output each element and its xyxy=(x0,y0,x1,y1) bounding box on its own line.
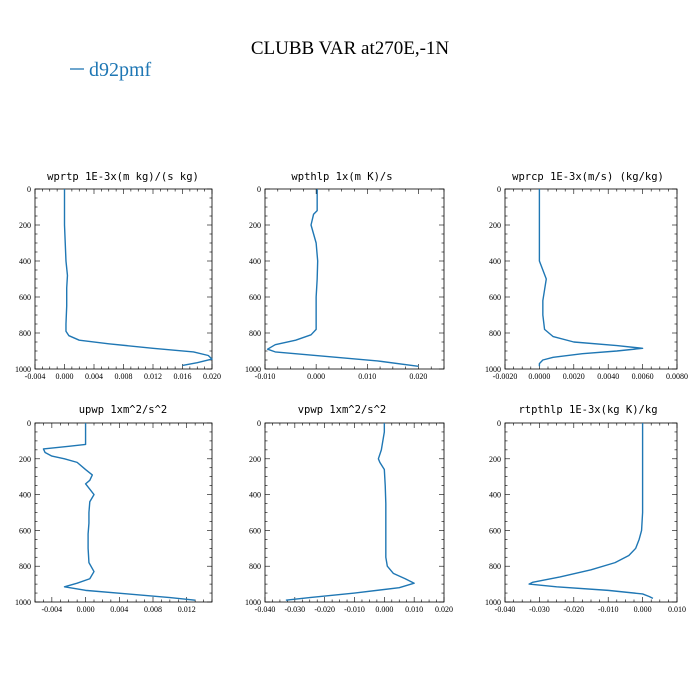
plot-frame xyxy=(34,422,213,603)
panel-title: wprtp 1E-3x(m kg)/(s kg) xyxy=(47,171,199,183)
y-tick-label: 1000 xyxy=(15,598,31,607)
x-tick-label: 0.0040 xyxy=(597,372,619,381)
y-tick-label: 200 xyxy=(249,221,261,230)
x-tick-label: 0.020 xyxy=(435,605,453,614)
series-line xyxy=(285,423,415,601)
panel-wprcp: wprcp 1E-3x(m/s) (kg/kg) 0 200 400 600 800 10… xyxy=(485,171,688,381)
y-tick-label: 600 xyxy=(249,526,261,535)
figure-title: CLUBB VAR at270E,-1N xyxy=(251,38,450,59)
plot-frame xyxy=(504,188,678,370)
plot-frame xyxy=(504,422,678,603)
y-tick-label: 800 xyxy=(19,329,31,338)
y-tick-label: 0 xyxy=(497,419,501,428)
y-tick-label: 200 xyxy=(249,455,261,464)
y-tick-label: 800 xyxy=(489,562,501,571)
series-line xyxy=(266,189,419,367)
x-tick-label: -0.030 xyxy=(529,605,550,614)
x-tick-label: 0.0080 xyxy=(666,372,688,381)
x-tick-label: 0.0000 xyxy=(528,372,550,381)
y-tick-label: 600 xyxy=(19,526,31,535)
y-tick-label: 600 xyxy=(249,293,261,302)
x-tick-label: -0.020 xyxy=(563,605,584,614)
panel-vpwp: vpwp 1xm^2/s^2 0 200 400 600 800 1000-0.040 -0… xyxy=(245,404,453,614)
y-tick-label: 400 xyxy=(489,257,501,266)
y-tick-label: 400 xyxy=(489,491,501,500)
y-tick-label: 400 xyxy=(19,257,31,266)
x-tick-label: 0.004 xyxy=(110,605,128,614)
x-tick-label: -0.020 xyxy=(314,605,335,614)
y-tick-label: 600 xyxy=(489,526,501,535)
y-tick-label: 1000 xyxy=(245,598,261,607)
y-tick-label: 800 xyxy=(489,329,501,338)
series-line xyxy=(42,423,196,601)
x-tick-label: 0.000 xyxy=(77,605,95,614)
legend-label: d92pmf xyxy=(89,59,152,81)
series-line xyxy=(538,189,644,367)
x-tick-label: 0.020 xyxy=(409,372,427,381)
y-tick-label: 0 xyxy=(257,419,261,428)
y-tick-label: 0 xyxy=(497,185,501,194)
x-tick-label: -0.004 xyxy=(25,372,46,381)
panel-title: upwp 1xm^2/s^2 xyxy=(79,404,168,416)
x-tick-label: -0.004 xyxy=(42,605,63,614)
x-tick-label: 0.004 xyxy=(85,372,103,381)
y-tick-label: 800 xyxy=(249,329,261,338)
x-tick-label: 0.000 xyxy=(56,372,74,381)
x-tick-label: 0.000 xyxy=(307,372,325,381)
y-tick-label: 800 xyxy=(19,562,31,571)
y-tick-label: 200 xyxy=(19,221,31,230)
plot-frame xyxy=(34,188,213,370)
y-tick-label: 400 xyxy=(249,257,261,266)
y-tick-label: 600 xyxy=(489,293,501,302)
y-tick-label: 600 xyxy=(19,293,31,302)
y-tick-label: 400 xyxy=(249,491,261,500)
x-tick-label: 0.008 xyxy=(144,605,162,614)
y-tick-label: 200 xyxy=(19,455,31,464)
y-tick-label: 1000 xyxy=(485,598,501,607)
plot-frame xyxy=(264,422,445,603)
y-tick-label: 0 xyxy=(257,185,261,194)
x-tick-label: 0.010 xyxy=(668,605,686,614)
y-tick-label: 0 xyxy=(27,185,31,194)
series-line xyxy=(63,189,213,367)
y-tick-label: 200 xyxy=(489,455,501,464)
y-tick-label: 200 xyxy=(489,221,501,230)
x-tick-label: 0.000 xyxy=(375,605,393,614)
panel-upwp: upwp 1xm^2/s^2 0 200 400 600 800 1000 -0.004 0.… xyxy=(15,404,213,614)
x-tick-label: 0.0020 xyxy=(563,372,585,381)
plot-frame xyxy=(264,188,445,370)
panel-title: rtpthlp 1E-3x(kg K)/kg xyxy=(518,404,657,416)
x-tick-label: 0.0060 xyxy=(632,372,654,381)
x-tick-label: 0.008 xyxy=(115,372,133,381)
series-line xyxy=(528,423,654,600)
x-tick-label: -0.010 xyxy=(255,372,276,381)
panel-title: wprcp 1E-3x(m/s) (kg/kg) xyxy=(512,171,664,183)
x-tick-label: -0.040 xyxy=(495,605,516,614)
x-tick-label: -0.010 xyxy=(598,605,619,614)
x-tick-label: -0.040 xyxy=(255,605,276,614)
panel-wpthlp: wpthlp 1x(m K)/s 0 200 400 600 800 1000-0.010… xyxy=(245,171,445,381)
y-tick-label: 0 xyxy=(27,419,31,428)
x-tick-label: 0.012 xyxy=(144,372,162,381)
x-tick-label: -0.010 xyxy=(344,605,365,614)
y-tick-label: 800 xyxy=(249,562,261,571)
panel-wprtp: wprtp 1E-3x(m kg)/(s kg) 0 200 400 600 800 10… xyxy=(15,171,221,381)
x-tick-label: 0.010 xyxy=(358,372,376,381)
x-tick-label: 0.020 xyxy=(203,372,221,381)
legend: d92pmf xyxy=(70,59,152,81)
x-tick-label: 0.000 xyxy=(634,605,652,614)
x-tick-label: -0.030 xyxy=(284,605,305,614)
y-tick-label: 400 xyxy=(19,491,31,500)
x-tick-label: 0.016 xyxy=(174,372,192,381)
x-tick-label: 0.012 xyxy=(178,605,196,614)
y-tick-label: 1000 xyxy=(15,365,31,374)
x-tick-label: -0.0020 xyxy=(493,372,518,381)
x-tick-label: 0.010 xyxy=(405,605,423,614)
y-tick-label: 1000 xyxy=(245,365,261,374)
panel-title: wpthlp 1x(m K)/s xyxy=(291,171,392,183)
y-tick-label: 1000 xyxy=(485,365,501,374)
panel-rtpthlp: rtpthlp 1E-3x(kg K)/kg 0 200 400 600 800 1000… xyxy=(485,404,686,614)
panel-title: vpwp 1xm^2/s^2 xyxy=(298,404,387,416)
